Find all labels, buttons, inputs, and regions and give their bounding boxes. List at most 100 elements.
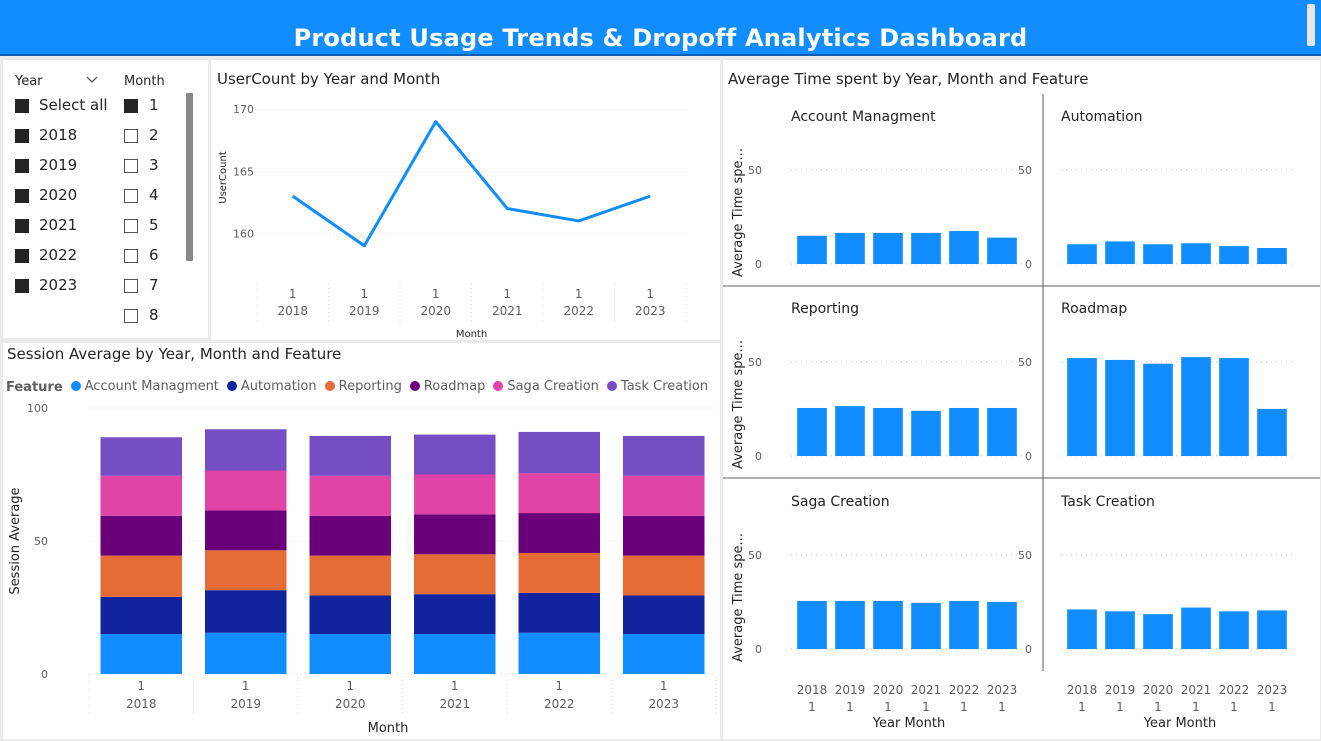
avg-time-bar[interactable]	[911, 602, 941, 649]
stacked-bar-segment[interactable]	[100, 437, 183, 476]
stacked-bar-segment[interactable]	[309, 475, 392, 516]
stacked-bar-segment[interactable]	[413, 474, 496, 515]
stacked-bar-segment[interactable]	[309, 555, 392, 596]
month-slicer-scrollbar[interactable]	[186, 93, 193, 261]
month-option-label[interactable]: 2	[149, 126, 159, 144]
year-option-label[interactable]: 2019	[39, 156, 78, 174]
stacked-bar-segment[interactable]	[309, 595, 392, 635]
avg-time-bar[interactable]	[1067, 358, 1097, 456]
stacked-bar-segment[interactable]	[204, 590, 287, 633]
stacked-bar-segment[interactable]	[100, 634, 183, 674]
stacked-bar-segment[interactable]	[413, 514, 496, 555]
year-checkbox[interactable]	[15, 99, 29, 113]
year-checkbox[interactable]	[15, 189, 29, 203]
stacked-bar-segment[interactable]	[518, 513, 601, 553]
year-option-label[interactable]: 2018	[39, 126, 78, 144]
year-checkbox[interactable]	[15, 129, 29, 143]
legend-item[interactable]: Saga Creation	[493, 379, 599, 394]
avg-time-bar[interactable]	[835, 232, 865, 264]
avg-time-bar[interactable]	[1219, 611, 1249, 649]
avg-time-bar[interactable]	[835, 406, 865, 456]
avg-time-bar[interactable]	[835, 600, 865, 649]
avg-time-bar[interactable]	[949, 231, 979, 264]
avg-time-bar[interactable]	[1181, 357, 1211, 456]
chevron-down-icon[interactable]	[85, 72, 99, 86]
year-checkbox[interactable]	[15, 219, 29, 233]
month-checkbox[interactable]	[124, 249, 138, 263]
avg-time-bar[interactable]	[949, 407, 979, 456]
month-option-label[interactable]: 7	[149, 276, 159, 294]
avg-time-bar[interactable]	[797, 600, 827, 649]
avg-time-bar[interactable]	[1105, 611, 1135, 649]
stacked-bar-segment[interactable]	[100, 555, 183, 597]
stacked-bar-segment[interactable]	[100, 475, 183, 516]
month-checkbox[interactable]	[124, 219, 138, 233]
stacked-bar-segment[interactable]	[622, 634, 705, 674]
avg-time-bar[interactable]	[1143, 244, 1173, 264]
month-option-label[interactable]: 5	[149, 216, 159, 234]
avg-time-bar[interactable]	[1257, 408, 1287, 456]
stacked-bar-segment[interactable]	[413, 634, 496, 674]
avg-time-bar[interactable]	[1257, 610, 1287, 649]
year-option-label[interactable]: 2020	[39, 186, 78, 204]
month-checkbox[interactable]	[124, 189, 138, 203]
stacked-bar-segment[interactable]	[518, 552, 601, 593]
avg-time-bar[interactable]	[1067, 609, 1097, 649]
month-checkbox[interactable]	[124, 159, 138, 173]
avg-time-bar[interactable]	[1105, 241, 1135, 264]
stacked-bar-segment[interactable]	[204, 470, 287, 511]
avg-time-bar[interactable]	[1143, 614, 1173, 649]
stacked-bar-segment[interactable]	[413, 554, 496, 595]
avg-time-bar[interactable]	[911, 410, 941, 456]
stacked-bar-segment[interactable]	[100, 596, 183, 635]
avg-time-bar[interactable]	[1219, 246, 1249, 264]
stacked-bar-segment[interactable]	[100, 515, 183, 556]
legend-item[interactable]: Task Creation	[606, 379, 708, 394]
month-checkbox[interactable]	[124, 99, 138, 113]
page-scrollbar-thumb[interactable]	[1307, 4, 1315, 46]
avg-time-bar[interactable]	[1105, 359, 1135, 456]
year-checkbox[interactable]	[15, 279, 29, 293]
stacked-bar-segment[interactable]	[518, 473, 601, 514]
avg-time-bar[interactable]	[1257, 247, 1287, 264]
avg-time-bar[interactable]	[1219, 358, 1249, 456]
avg-time-bar[interactable]	[797, 407, 827, 456]
stacked-bar-segment[interactable]	[204, 429, 287, 471]
avg-time-bar[interactable]	[987, 601, 1017, 649]
year-checkbox[interactable]	[15, 159, 29, 173]
stacked-bar-segment[interactable]	[204, 510, 287, 551]
month-option-label[interactable]: 4	[149, 186, 159, 204]
avg-time-bar[interactable]	[987, 237, 1017, 264]
stacked-bar-segment[interactable]	[518, 431, 601, 474]
avg-time-bar[interactable]	[797, 235, 827, 264]
stacked-bar-segment[interactable]	[622, 475, 705, 516]
avg-time-bar[interactable]	[1181, 607, 1211, 649]
stacked-bar-segment[interactable]	[622, 435, 705, 476]
stacked-bar-segment[interactable]	[413, 594, 496, 635]
year-checkbox[interactable]	[15, 249, 29, 263]
avg-time-bar[interactable]	[1143, 363, 1173, 456]
year-option-label[interactable]: Select all	[39, 96, 108, 114]
stacked-bar-segment[interactable]	[309, 634, 392, 674]
month-checkbox[interactable]	[124, 309, 138, 323]
avg-time-bar[interactable]	[987, 407, 1017, 456]
legend-item[interactable]: Reporting	[324, 379, 402, 394]
legend-item[interactable]: Automation	[226, 379, 317, 394]
month-option-label[interactable]: 1	[149, 96, 159, 114]
year-option-label[interactable]: 2022	[39, 246, 78, 264]
month-option-label[interactable]: 3	[149, 156, 159, 174]
stacked-bar-segment[interactable]	[204, 550, 287, 591]
month-checkbox[interactable]	[124, 279, 138, 293]
usercount-series-line[interactable]	[291, 120, 651, 248]
stacked-bar-segment[interactable]	[622, 595, 705, 635]
month-option-label[interactable]: 6	[149, 246, 159, 264]
stacked-bar-segment[interactable]	[309, 515, 392, 556]
legend-item[interactable]: Account Managment	[70, 379, 219, 394]
stacked-bar-segment[interactable]	[204, 632, 287, 674]
month-checkbox[interactable]	[124, 129, 138, 143]
stacked-bar-segment[interactable]	[413, 434, 496, 475]
stacked-bar-segment[interactable]	[518, 632, 601, 674]
avg-time-bar[interactable]	[873, 600, 903, 649]
month-option-label[interactable]: 8	[149, 306, 159, 324]
stacked-bar-segment[interactable]	[309, 435, 392, 476]
